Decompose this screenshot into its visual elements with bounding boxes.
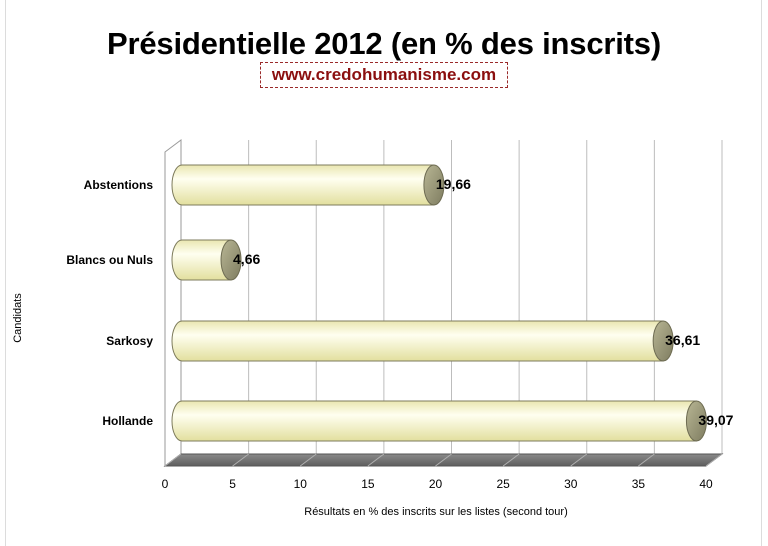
chart-title: Présidentielle 2012 (en % des inscrits): [107, 26, 661, 61]
bar-3: [171, 400, 697, 442]
data-label: 39,07: [698, 412, 733, 428]
x-tick-label: 40: [699, 477, 713, 491]
x-axis-label: Résultats en % des inscrits sur les list…: [304, 506, 568, 518]
bar-cap-3: [685, 400, 707, 442]
bar-0: [171, 164, 435, 206]
x-tick-label: 35: [632, 477, 646, 491]
bar-layer: [171, 164, 707, 442]
data-label: 4,66: [233, 251, 260, 267]
frame-border-left: [5, 0, 6, 546]
category-label: Abstentions: [84, 178, 154, 192]
bar-2: [171, 320, 664, 362]
x-tick-label: 25: [496, 477, 510, 491]
category-label: Sarkosy: [106, 334, 153, 348]
floor-divider: [638, 453, 655, 467]
chart-subtitle-link[interactable]: www.credohumanisme.com: [260, 62, 508, 88]
floor-divider: [367, 453, 385, 467]
floor-divider: [435, 453, 452, 467]
floor-divider: [232, 453, 249, 467]
axis-layer: [163, 139, 724, 467]
data-label: 36,61: [665, 332, 700, 348]
label-layer: 0 5 10 15 20 25 30 35 40 Abstentions 19,66 Blancs o…: [66, 176, 733, 491]
floor-divider: [570, 453, 588, 467]
bar-cap-2: [652, 320, 674, 362]
frame-border-right: [761, 0, 762, 546]
floor-divider: [299, 453, 317, 467]
x-tick-label: 15: [361, 477, 375, 491]
category-label: Blancs ou Nuls: [66, 253, 153, 267]
x-tick-label: 30: [564, 477, 578, 491]
x-tick-label: 10: [294, 477, 308, 491]
floor-divider: [164, 453, 182, 467]
data-label: 19,66: [436, 176, 471, 192]
floor-divider: [705, 453, 723, 467]
floor-divider: [502, 453, 520, 467]
x-tick-label: 20: [429, 477, 443, 491]
category-label: Hollande: [102, 414, 153, 428]
bar-cap-1: [220, 239, 242, 281]
x-tick-label: 5: [229, 477, 236, 491]
bar-cap-0: [423, 164, 445, 206]
x-tick-label: 0: [162, 477, 169, 491]
bar-1: [171, 239, 232, 281]
